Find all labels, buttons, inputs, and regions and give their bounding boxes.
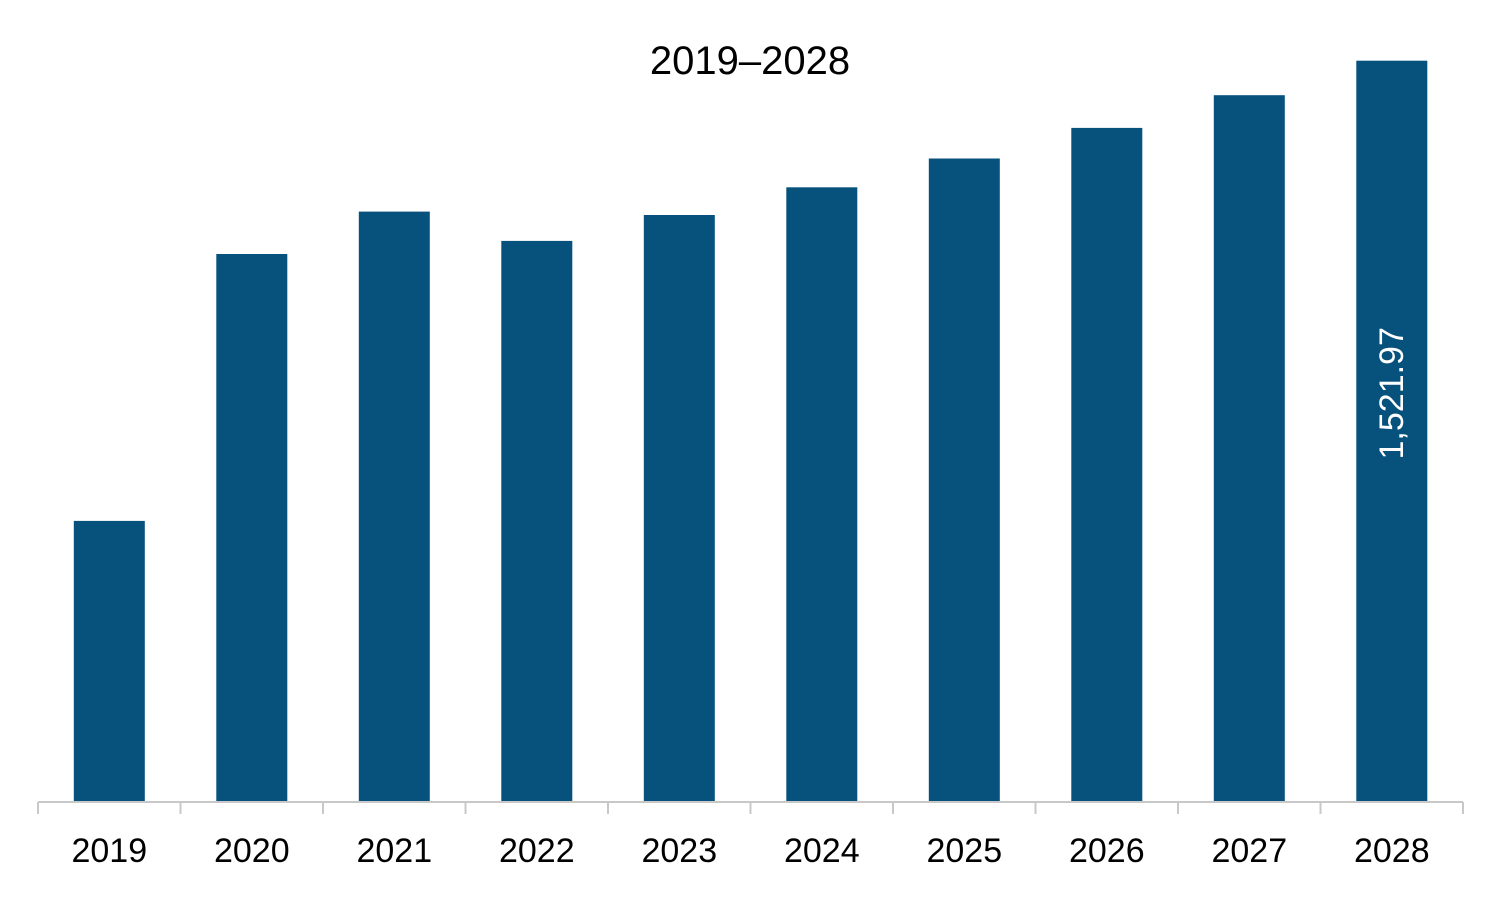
x-tick-label-2020: 2020: [214, 832, 290, 870]
chart-title: 2019–2028: [650, 39, 850, 83]
x-tick-label-2027: 2027: [1211, 832, 1287, 870]
bar-2025: [928, 158, 1000, 802]
bar-2021: [358, 211, 430, 803]
x-tick-label-2021: 2021: [356, 832, 432, 870]
x-tick-label-2019: 2019: [71, 832, 147, 870]
bar-2026: [1071, 127, 1143, 802]
bar-2027: [1213, 95, 1285, 802]
x-tick-label-2025: 2025: [926, 832, 1002, 870]
bar-2022: [501, 240, 573, 802]
x-tick-label-2024: 2024: [784, 832, 860, 870]
data-labels-layer: 1,521.97: [1373, 327, 1411, 459]
bars-layer: [73, 60, 1428, 803]
x-tick-label-2026: 2026: [1069, 832, 1145, 870]
bar-2023: [643, 215, 715, 802]
x-tick-label-2022: 2022: [499, 832, 575, 870]
bar-2019: [73, 520, 145, 802]
bar-2028: [1356, 60, 1428, 802]
x-tick-label-2028: 2028: [1354, 832, 1430, 870]
x-axis: 2019 2020 2021 2022 2023 2024 2025 2026 2027 2028: [37, 801, 1464, 870]
bar-2024: [786, 187, 858, 803]
bar-2020: [216, 254, 288, 802]
x-tick-label-2023: 2023: [641, 832, 717, 870]
data-label-2028: 1,521.97: [1373, 327, 1411, 459]
